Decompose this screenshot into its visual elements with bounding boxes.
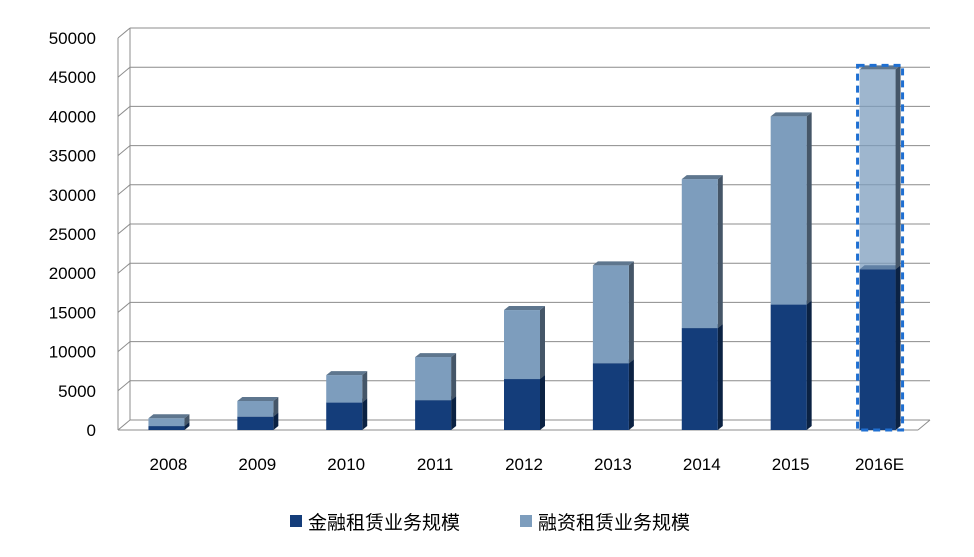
y-tick-label: 15000 <box>49 303 96 322</box>
y-tick-label: 25000 <box>49 225 96 244</box>
x-tick-label: 2013 <box>594 455 632 474</box>
gridline-depth <box>117 223 131 235</box>
bar <box>148 418 185 427</box>
bar-side <box>717 324 723 430</box>
bar <box>592 363 629 430</box>
y-tick-label: 10000 <box>49 343 96 362</box>
y-tick-label: 5000 <box>58 382 96 401</box>
x-tick-label: 2014 <box>683 455 721 474</box>
bar-side <box>895 65 901 270</box>
bar-side <box>628 261 634 364</box>
legend-swatch <box>520 515 532 527</box>
y-tick-label: 40000 <box>49 107 96 126</box>
legend-swatch <box>290 515 302 527</box>
bar <box>770 116 807 305</box>
x-tick-label: 2008 <box>150 455 188 474</box>
gridline-depth <box>117 341 131 352</box>
x-tick-label: 2010 <box>327 455 365 474</box>
bar-top <box>148 414 190 419</box>
x-tick-label: 2009 <box>238 455 276 474</box>
bar-top <box>415 353 457 358</box>
bar-side <box>362 398 368 430</box>
x-tick-label: 2012 <box>505 455 543 474</box>
bar-side <box>717 175 723 329</box>
bar <box>859 69 896 270</box>
bar-side <box>628 359 634 430</box>
y-tick-label: 20000 <box>49 264 96 283</box>
bar-side <box>184 414 190 427</box>
gridline-depth <box>117 302 131 313</box>
legend: 金融租赁业务规模 融资租赁业务规模 <box>290 512 690 534</box>
bar <box>504 379 540 430</box>
gridline-depth <box>117 145 131 156</box>
bar <box>592 265 629 364</box>
y-tick-label: 35000 <box>49 147 96 166</box>
x-tick-label: 2016E <box>855 455 904 474</box>
bar <box>681 328 718 430</box>
bar <box>326 402 363 430</box>
bar-top <box>592 261 634 266</box>
x-tick-label: 2015 <box>772 455 810 474</box>
gridline-depth <box>117 184 131 196</box>
x-tick-label: 2011 <box>417 455 454 474</box>
gridline-depth <box>117 419 131 431</box>
bars-layer <box>148 63 905 432</box>
bar <box>859 269 896 430</box>
bar-side <box>362 371 368 403</box>
bar <box>148 426 185 430</box>
gridline-depth <box>117 380 131 392</box>
bar-side <box>451 396 457 430</box>
bar <box>504 310 540 380</box>
bar-side <box>273 396 279 417</box>
bar <box>770 304 807 430</box>
bar-side <box>273 412 279 430</box>
y-tick-label: 30000 <box>49 186 96 205</box>
gridline-depth <box>117 66 131 78</box>
bar-top <box>681 175 723 180</box>
highlight-outline <box>856 63 905 432</box>
legend-label: 融资租赁业务规模 <box>538 512 690 534</box>
bar-side <box>451 353 457 401</box>
labels-layer: 0 5000 10000 15000 20000 25000 30000 35000 40000… <box>49 29 904 474</box>
x-axis-depth <box>917 419 931 431</box>
bar-side <box>806 300 812 430</box>
y-tick-label: 50000 <box>49 29 96 48</box>
bar <box>415 357 452 401</box>
bar-side <box>184 422 190 430</box>
bar <box>415 400 452 430</box>
bar-side <box>895 265 901 430</box>
gridline-depth <box>117 262 131 274</box>
bar-top <box>770 112 812 117</box>
bar <box>326 375 363 403</box>
bar-side <box>806 112 812 305</box>
y-tick-label: 45000 <box>49 68 96 87</box>
bar-top <box>326 371 368 376</box>
bar <box>681 179 718 329</box>
bar-side <box>540 306 545 380</box>
bar-side <box>540 375 545 430</box>
bar-top <box>237 396 279 401</box>
y-tick-label: 0 <box>87 421 96 440</box>
legend-label: 金融租赁业务规模 <box>308 512 460 534</box>
gridline-depth <box>117 27 131 39</box>
bar <box>237 400 274 417</box>
bar <box>237 416 274 430</box>
gridline-depth <box>117 106 131 117</box>
bar-top <box>504 306 545 311</box>
